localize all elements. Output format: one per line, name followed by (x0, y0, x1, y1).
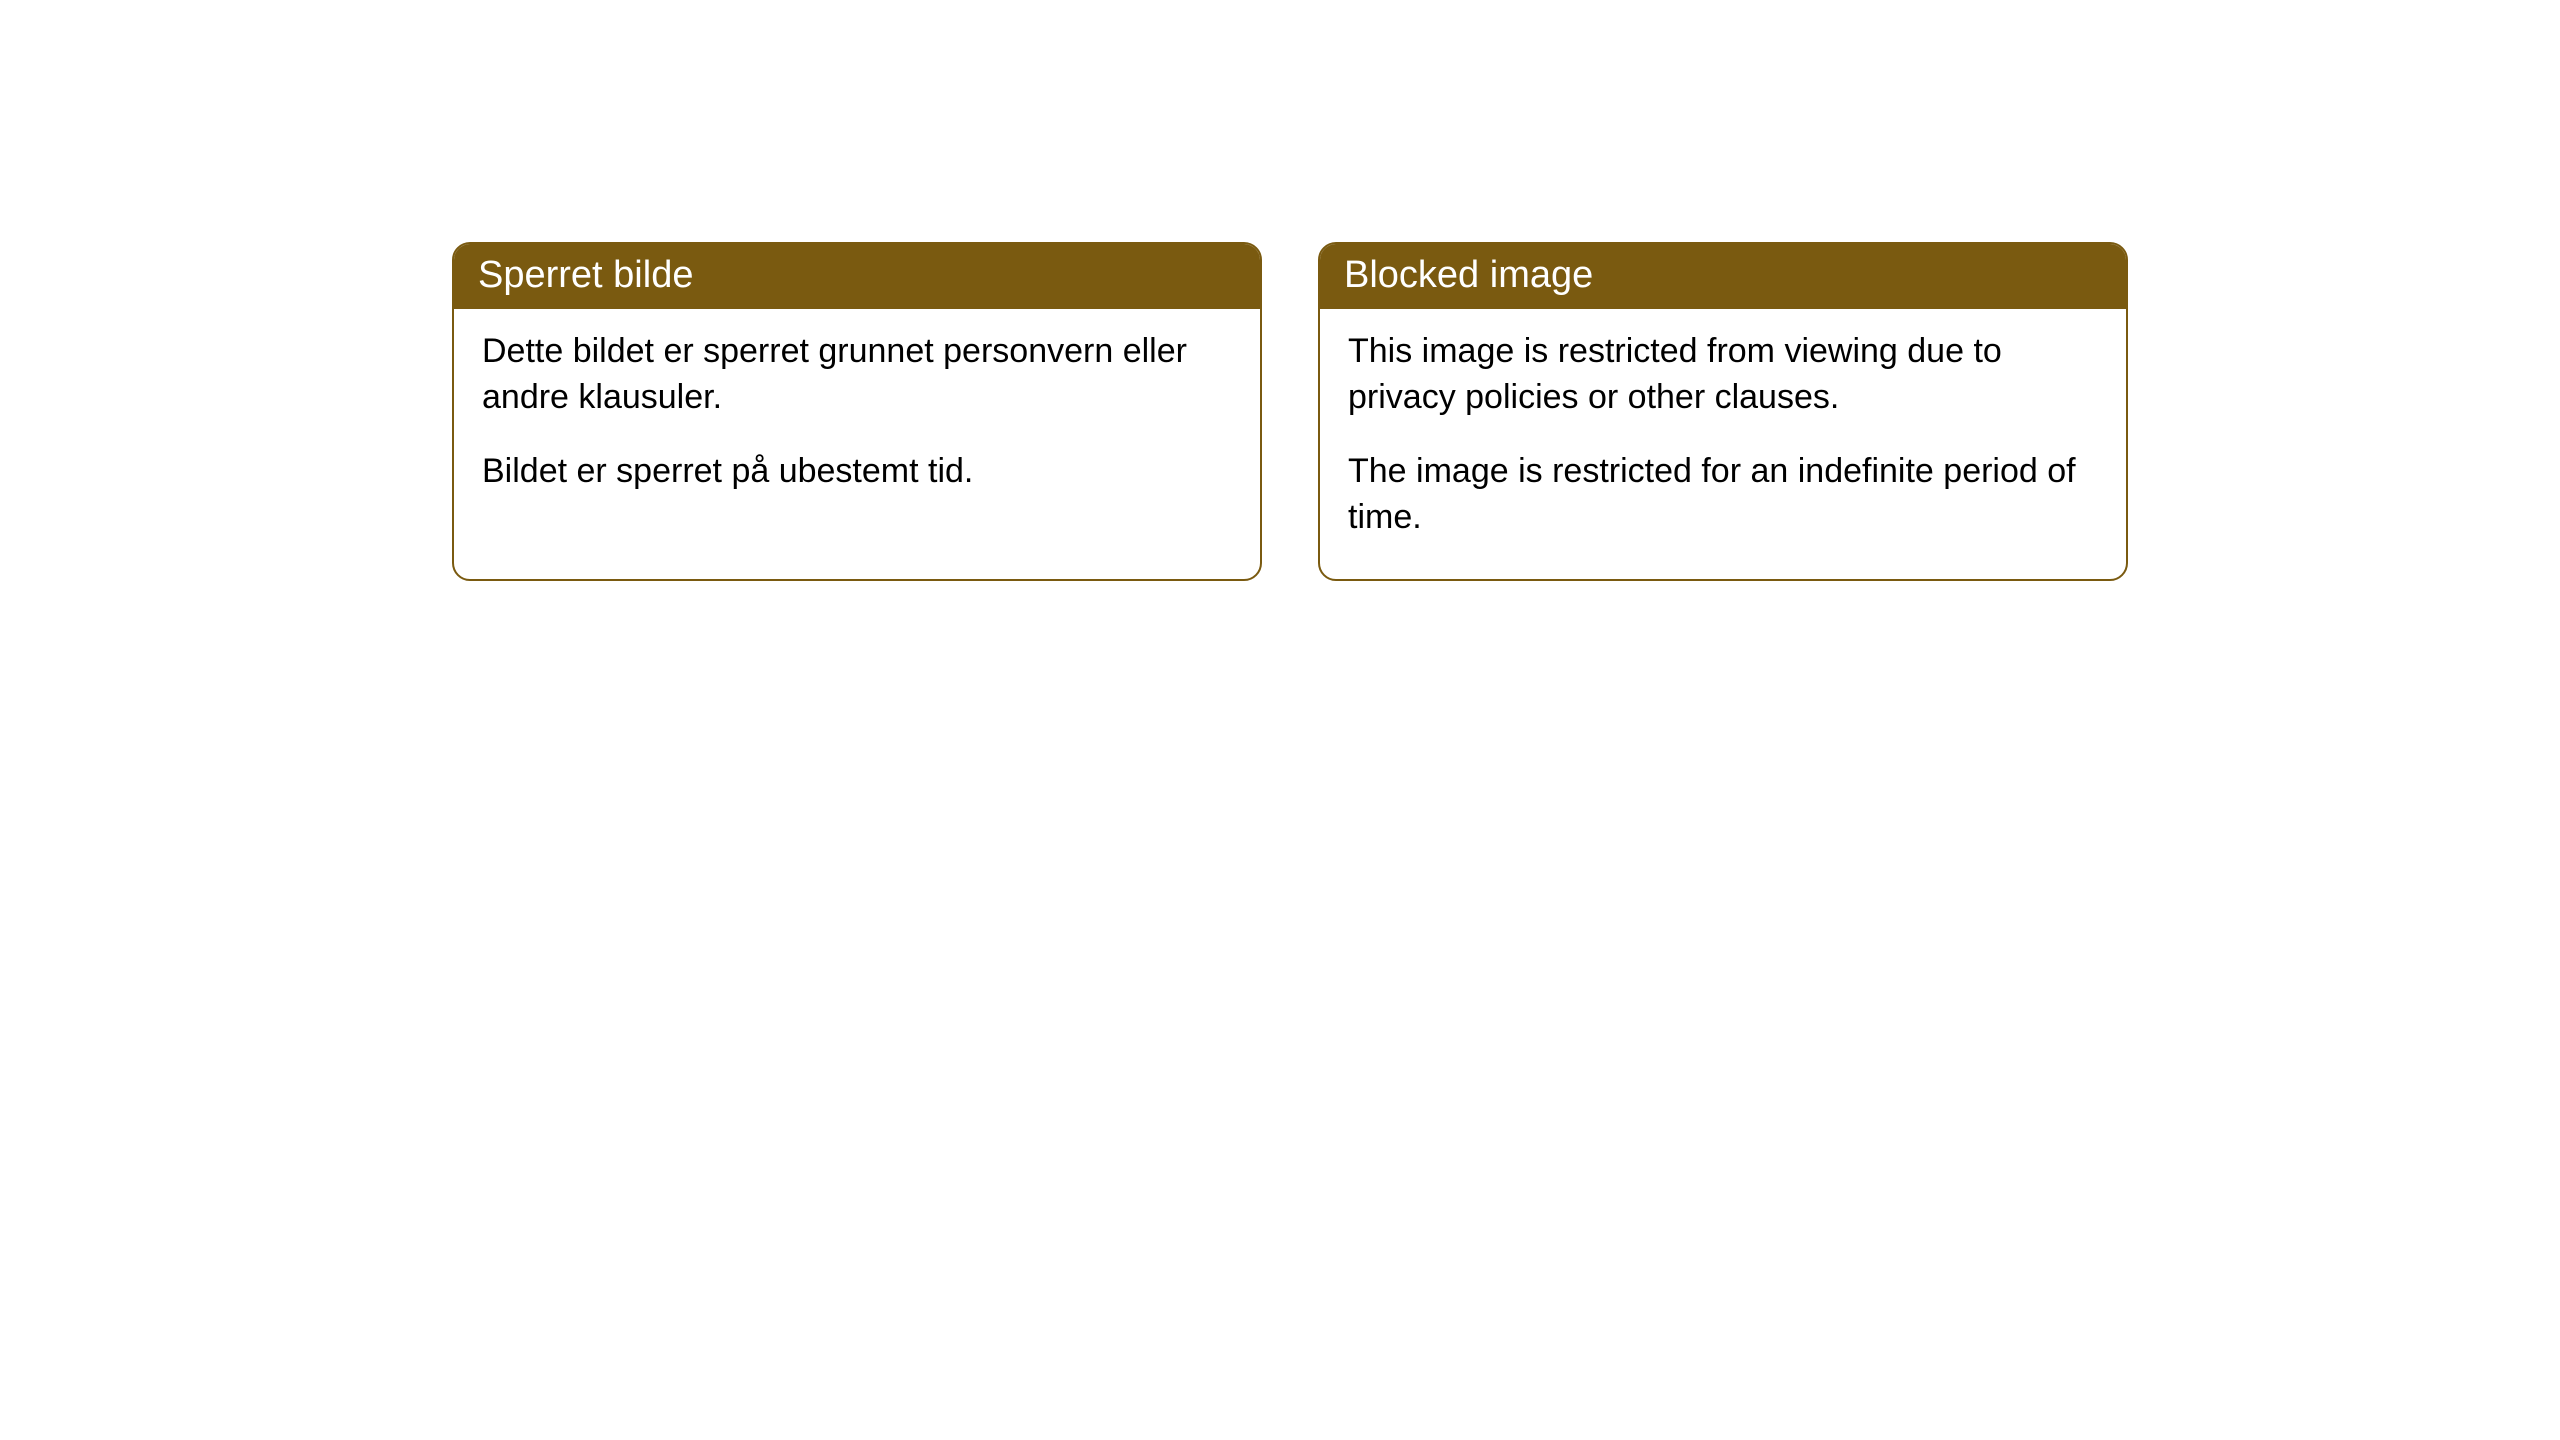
card-paragraph: This image is restricted from viewing du… (1348, 329, 2098, 421)
card-paragraph: Dette bildet er sperret grunnet personve… (482, 329, 1232, 421)
notice-card-english: Blocked image This image is restricted f… (1318, 242, 2128, 581)
card-title: Sperret bilde (478, 254, 693, 296)
card-paragraph: The image is restricted for an indefinit… (1348, 449, 2098, 541)
card-body: Dette bildet er sperret grunnet personve… (454, 309, 1260, 533)
card-header: Sperret bilde (454, 244, 1260, 309)
card-body: This image is restricted from viewing du… (1320, 309, 2126, 579)
card-header: Blocked image (1320, 244, 2126, 309)
card-paragraph: Bildet er sperret på ubestemt tid. (482, 449, 1232, 495)
notice-cards-container: Sperret bilde Dette bildet er sperret gr… (452, 242, 2128, 581)
card-title: Blocked image (1344, 254, 1593, 296)
notice-card-norwegian: Sperret bilde Dette bildet er sperret gr… (452, 242, 1262, 581)
